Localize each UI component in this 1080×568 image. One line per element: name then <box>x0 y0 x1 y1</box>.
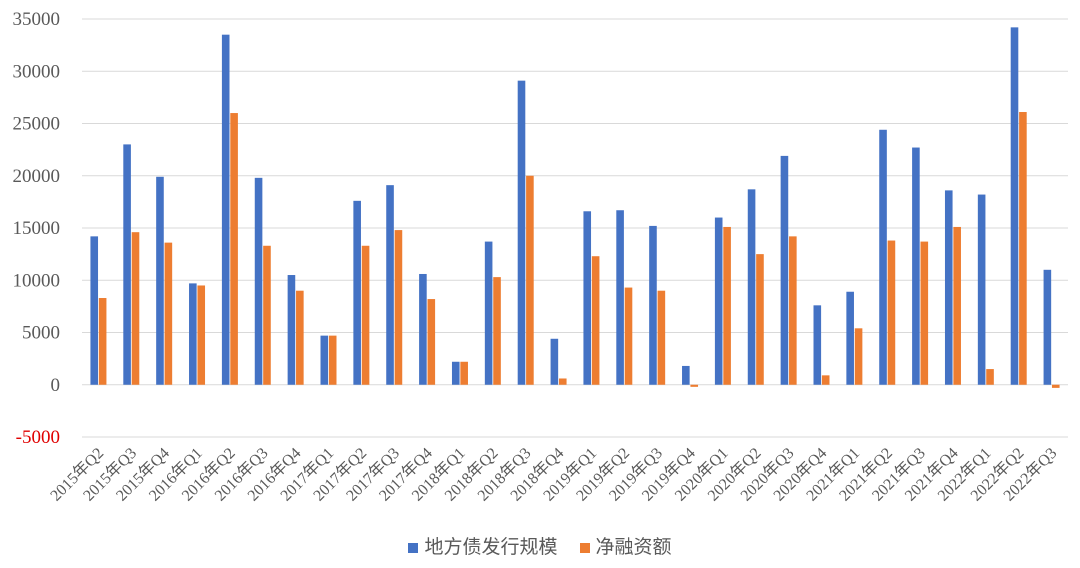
bar-series-1 <box>813 305 822 385</box>
bar-series-2 <box>723 226 731 385</box>
bar-series-1 <box>1010 27 1019 385</box>
y-tick-label: 30000 <box>13 61 61 82</box>
bar-series-1 <box>353 200 361 385</box>
bar-series-2 <box>493 277 501 385</box>
bar-series-1 <box>189 283 197 385</box>
bar-series-1 <box>616 210 624 385</box>
bar-series-2 <box>789 236 797 385</box>
bar-series-1 <box>977 194 986 385</box>
bar-series-2 <box>953 226 961 385</box>
bar-series-2 <box>591 256 600 385</box>
bar-series-2 <box>1019 112 1027 385</box>
bar-series-1 <box>550 338 559 385</box>
legend: 地方债发行规模 净融资额 <box>0 532 1080 559</box>
bar-series-1 <box>451 361 460 385</box>
bar-series-1 <box>221 34 230 385</box>
bar-series-1 <box>254 177 263 385</box>
y-tick-label: 35000 <box>13 9 61 30</box>
bar-series-1 <box>386 185 394 385</box>
bar-series-2 <box>98 298 107 385</box>
bar-series-1 <box>912 147 920 385</box>
bar-series-1 <box>583 211 592 385</box>
y-tick-label: 10000 <box>13 270 61 291</box>
bar-series-2 <box>131 232 140 385</box>
x-axis-labels: 2015年Q22015年Q32015年Q42016年Q12016年Q22016年… <box>47 444 1061 505</box>
bar-series-2 <box>821 375 830 385</box>
bar-series-2 <box>328 335 337 385</box>
bar-series-2 <box>361 245 370 385</box>
bar-series-2 <box>263 245 271 385</box>
y-tick-label: 20000 <box>13 166 61 187</box>
bar-series-1 <box>649 225 657 385</box>
bar-series-2 <box>690 384 699 387</box>
bar-series-1 <box>879 129 887 385</box>
bar-series-2 <box>986 369 994 385</box>
legend-item-series-2: 净融资额 <box>579 532 672 559</box>
bar-series-2 <box>756 254 764 385</box>
bar-series-1 <box>780 155 789 385</box>
legend-swatch-series-1 <box>408 542 419 553</box>
bar-series-1 <box>1043 269 1052 385</box>
bar-series-1 <box>714 217 723 385</box>
bar-series-1 <box>484 241 493 385</box>
bar-series-2 <box>920 241 929 385</box>
bar-series-1 <box>944 190 953 385</box>
bar-series-2 <box>427 299 436 385</box>
y-tick-label: 15000 <box>13 218 61 239</box>
bar-series-2 <box>1051 384 1060 388</box>
y-tick-label: 0 <box>51 375 61 396</box>
bar-series-1 <box>156 176 164 385</box>
bar-series-2 <box>230 113 238 385</box>
legend-item-series-1: 地方债发行规模 <box>408 532 557 559</box>
y-tick-label: 25000 <box>13 114 61 135</box>
y-tick-label: 5000 <box>22 323 60 344</box>
legend-label-series-2: 净融资额 <box>595 536 672 558</box>
bar-series-2 <box>558 378 567 385</box>
gridlines <box>82 18 1068 438</box>
bar-series-1 <box>682 365 690 385</box>
bar-series-2 <box>887 240 896 385</box>
legend-swatch-series-2 <box>579 542 590 553</box>
legend-label-series-1: 地方债发行规模 <box>424 536 558 558</box>
bar-series-1 <box>287 275 296 385</box>
bar-series-2 <box>854 328 863 385</box>
bar-series-1 <box>419 273 427 385</box>
bar-series-1 <box>90 236 99 385</box>
bar-series-1 <box>123 144 131 385</box>
bar-series-2 <box>164 242 173 385</box>
bar-series-1 <box>846 291 854 385</box>
y-axis-ticks: -5000 0 5000 10000 15000 20000 25000 30000 35000 <box>13 9 61 448</box>
bar-series-1 <box>517 80 526 385</box>
y-tick-label: -5000 <box>16 427 60 448</box>
bar-series-2 <box>526 175 534 385</box>
bar-series-1 <box>747 189 756 385</box>
bar-series-2 <box>657 290 666 385</box>
bars <box>90 27 1060 388</box>
bar-series-2 <box>296 290 304 385</box>
bar-series-2 <box>624 287 633 385</box>
bar-series-1 <box>320 335 329 385</box>
bar-series-2 <box>197 285 206 385</box>
bar-series-2 <box>460 361 468 385</box>
bar-chart: -5000 0 5000 10000 15000 20000 25000 30000 35000… <box>13 9 1068 505</box>
bar-series-2 <box>394 230 403 385</box>
